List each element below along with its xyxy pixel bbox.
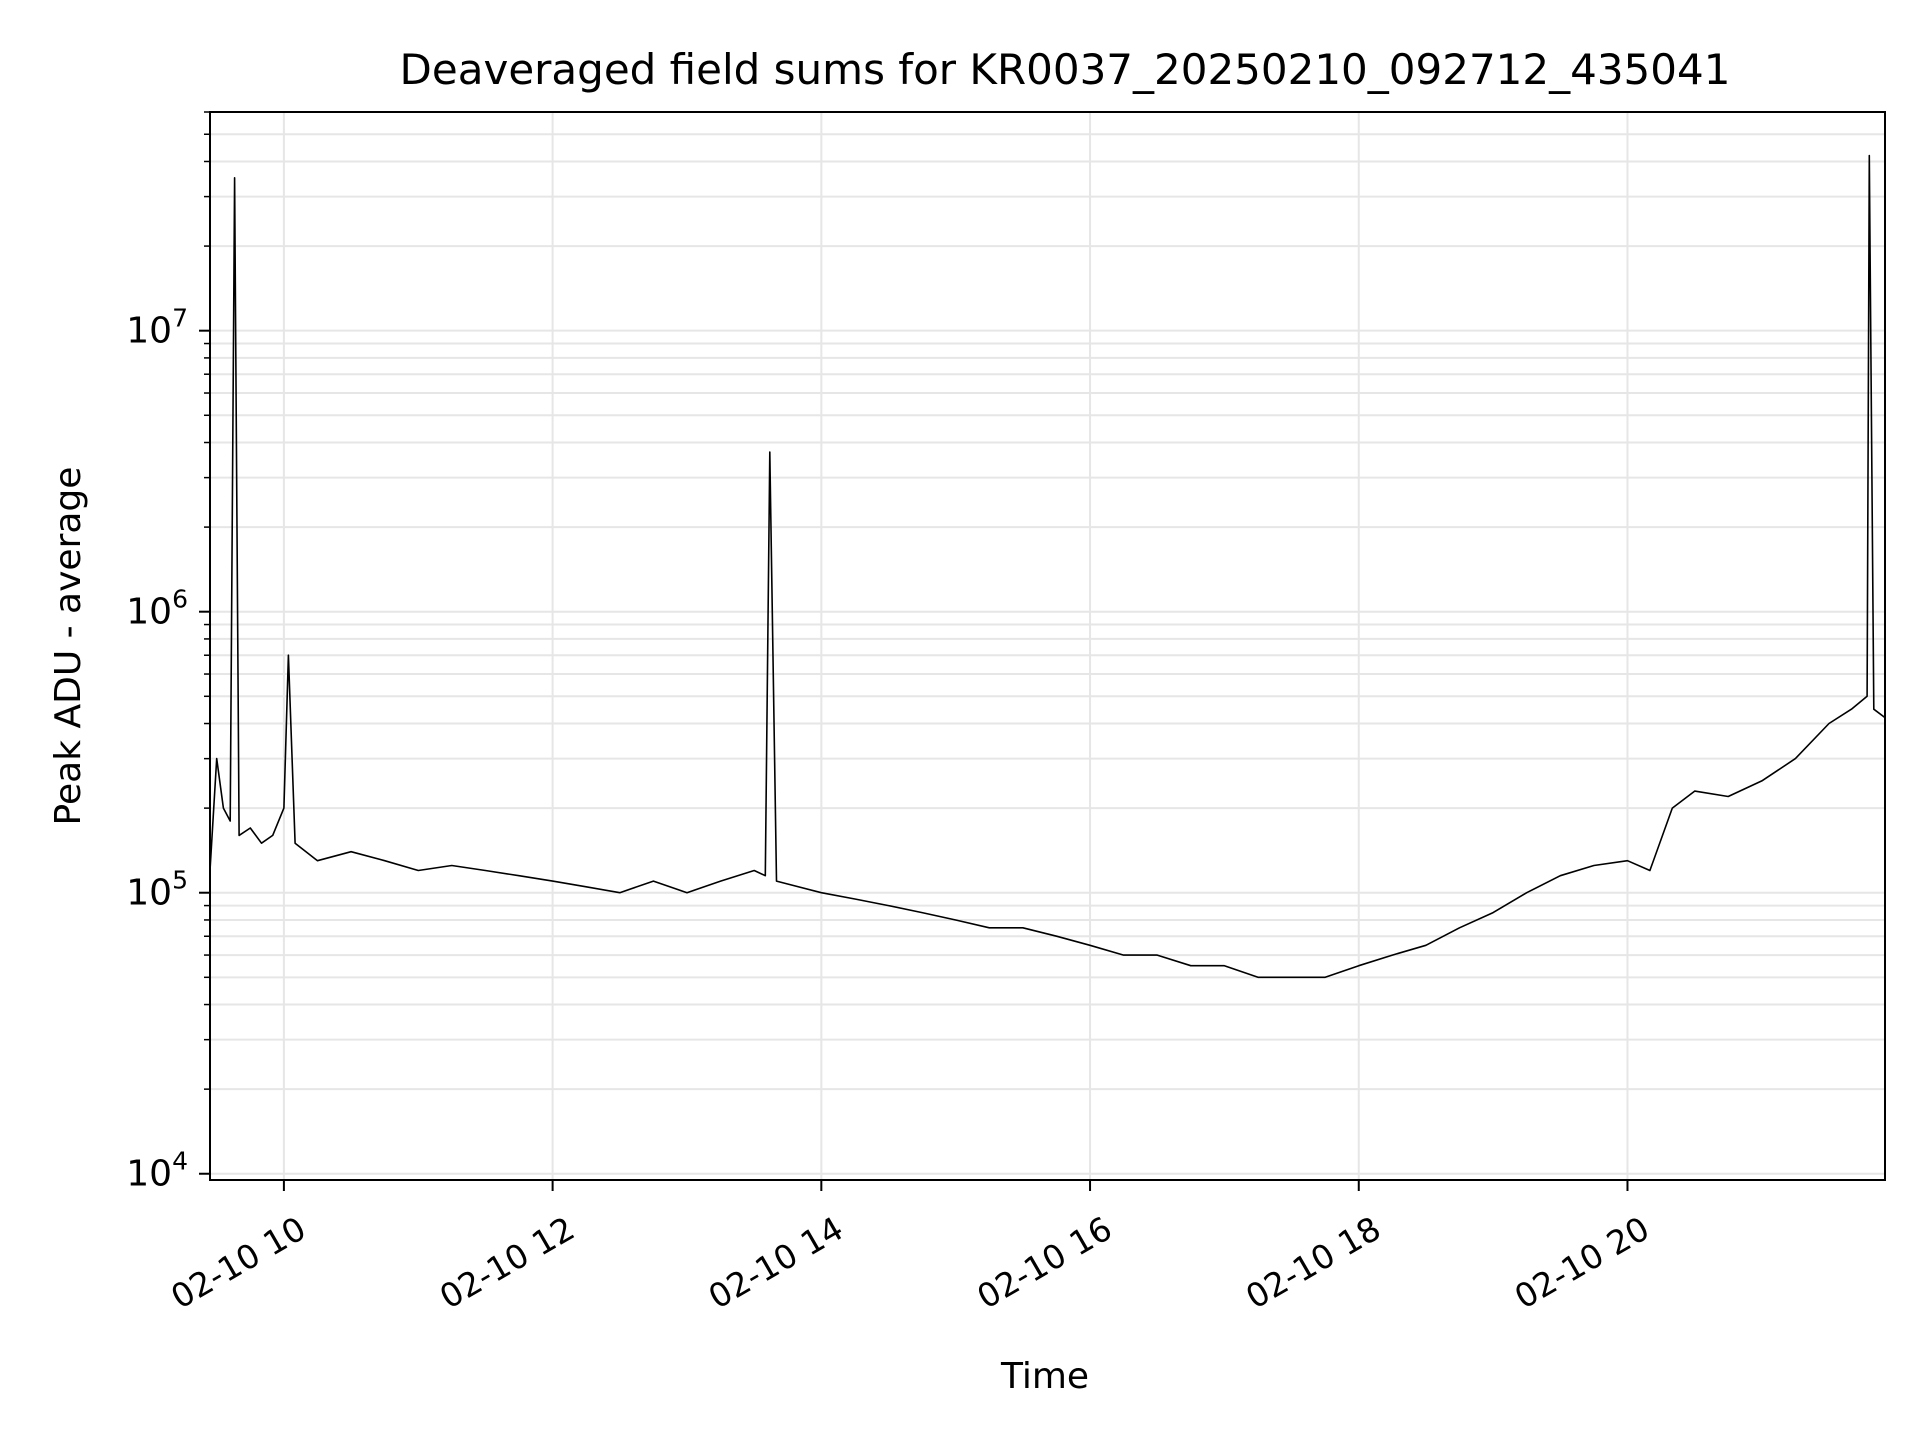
x-tick-label: 02-10 14: [702, 1209, 850, 1317]
grid-lines: [210, 111, 1885, 1180]
y-tick-label: 106: [126, 585, 188, 633]
series-group: [210, 154, 1885, 979]
plot-area-frame: [209, 111, 1886, 1181]
x-axis-label: Time: [1000, 1356, 1089, 1397]
y-tick-label: 105: [126, 866, 188, 914]
y-tick-label: 104: [126, 1147, 188, 1195]
y-axis-ticks: 104 105 106 107: [126, 111, 210, 1195]
x-tick-label: 02-10 18: [1239, 1209, 1387, 1317]
x-tick-label: 02-10 12: [433, 1209, 581, 1317]
y-tick-label: 107: [126, 304, 188, 352]
x-axis-ticks: 02-10 10 02-10 12 02-10 14 02-10 16 02-10 18…: [164, 1180, 1656, 1317]
x-tick-label: 02-10 10: [164, 1209, 312, 1317]
chart-title: Deaveraged field sums for KR0037_2025021…: [400, 45, 1731, 94]
x-tick-label: 02-10 20: [1508, 1209, 1656, 1317]
series-line: [210, 154, 1885, 979]
x-tick-label: 02-10 16: [970, 1209, 1118, 1317]
y-axis-label: Peak ADU - average: [48, 467, 89, 826]
